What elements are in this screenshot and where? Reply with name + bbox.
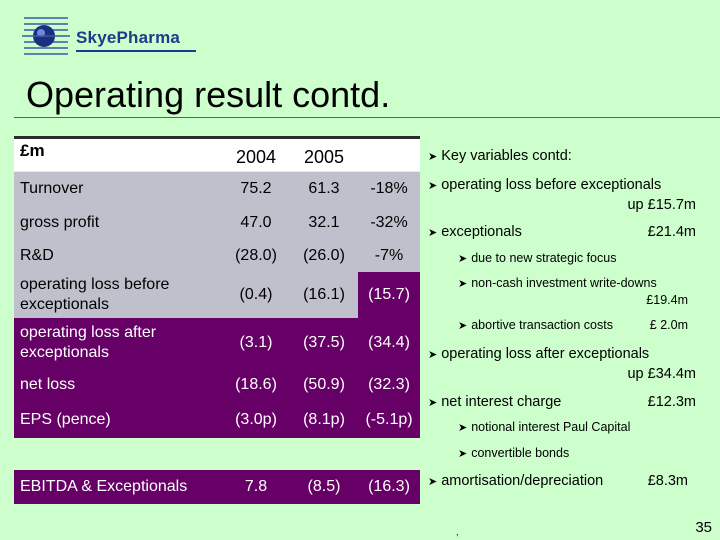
row-2004: 75.2 xyxy=(240,179,272,197)
row-change: (34.4) xyxy=(368,334,410,351)
row-change: (-5.1p) xyxy=(365,411,413,428)
note-amort-amount: £8.3m xyxy=(647,473,688,489)
arrow-bullet-icon: ➤ xyxy=(428,151,438,163)
row-2005: (50.9) xyxy=(303,376,345,393)
row-change: -18% xyxy=(358,179,420,198)
skyepharma-logo: SkyePharma xyxy=(20,12,196,62)
row-2004: (3.1) xyxy=(239,334,273,351)
table-row: Turnover 75.2 61.3 -18% xyxy=(14,172,420,205)
table-row: net loss (18.6) (50.9) (32.3) xyxy=(14,368,420,402)
row-2005: (8.5) xyxy=(307,478,341,495)
note-writedowns-amount: £19.4m xyxy=(646,293,688,307)
header-2005: 2005 xyxy=(303,146,345,167)
note-op-before: ➤ operating loss before exceptionals xyxy=(428,177,662,193)
note-op-after-amount: up £34.4m xyxy=(627,366,696,382)
row-2005: (8.1p) xyxy=(303,411,345,428)
row-2004: (3.0p) xyxy=(235,411,277,428)
row-label: gross profit xyxy=(20,213,100,231)
row-2004: (0.4) xyxy=(239,286,273,303)
note-convertible: ➤ convertible bonds xyxy=(458,446,570,460)
row-2005: (16.1) xyxy=(303,286,345,303)
row-2005: 32.1 xyxy=(308,213,340,231)
row-label: R&D xyxy=(20,247,54,264)
note-op-after: ➤ operating loss after exceptionals xyxy=(428,346,650,362)
row-2005: 61.3 xyxy=(308,179,340,197)
slide-title: Operating result contd. xyxy=(26,74,391,115)
row-2005: (26.0) xyxy=(303,247,345,264)
note-strategic: ➤ due to new strategic focus xyxy=(458,251,617,265)
note-writedowns: ➤ non-cash investment write-downs xyxy=(458,276,657,290)
row-change: (32.3) xyxy=(368,376,410,393)
arrow-bullet-icon: ➤ xyxy=(458,320,468,332)
table-row: operating loss after exceptionals (3.1) … xyxy=(14,318,420,368)
row-2005: (37.5) xyxy=(303,334,345,351)
row-change: -32% xyxy=(358,213,420,232)
arrow-bullet-icon: ➤ xyxy=(428,476,438,488)
arrow-bullet-icon: ➤ xyxy=(458,278,468,290)
arrow-bullet-icon: ➤ xyxy=(428,180,438,192)
note-exceptionals: ➤ exceptionals xyxy=(428,224,522,240)
header-2004: 2004 xyxy=(235,146,277,167)
notes-heading: ➤ Key variables contd: xyxy=(428,148,572,164)
arrow-bullet-icon: ➤ xyxy=(458,253,468,265)
note-op-before-amount: up £15.7m xyxy=(627,197,696,213)
note-amort: ➤ amortisation/depreciation xyxy=(428,473,604,489)
row-2004: 47.0 xyxy=(240,213,272,231)
note-abortive-amount: £ 2.0m xyxy=(649,318,688,332)
page-number: 35 xyxy=(695,519,712,536)
row-label: EBITDA & Exceptionals xyxy=(20,478,188,495)
note-interest: ➤ net interest charge xyxy=(428,394,562,410)
note-exceptionals-amount: £21.4m xyxy=(647,224,696,240)
row-2004: (18.6) xyxy=(235,376,277,393)
note-interest-amount: £12.3m xyxy=(647,394,696,410)
arrow-bullet-icon: ➤ xyxy=(428,349,438,361)
row-label: operating loss after exceptionals xyxy=(20,324,157,361)
row-label: EPS (pence) xyxy=(20,411,111,428)
table-header: £m 2004 2005 xyxy=(14,136,420,171)
table-row: operating loss before exceptionals (0.4)… xyxy=(14,272,420,318)
table-row: R&D (28.0) (26.0) -7% xyxy=(14,240,420,272)
row-change: (16.3) xyxy=(368,478,410,495)
arrow-bullet-icon: ➤ xyxy=(458,422,468,434)
row-label: operating loss before exceptionals xyxy=(20,276,170,313)
row-change: (15.7) xyxy=(358,272,420,318)
brand-name: SkyePharma xyxy=(76,28,181,47)
row-change: -7% xyxy=(358,247,420,265)
note-abortive: ➤ abortive transaction costs xyxy=(458,318,613,332)
table-row: gross profit 47.0 32.1 -32% xyxy=(14,205,420,240)
row-2004: (28.0) xyxy=(235,247,277,264)
row-label: Turnover xyxy=(20,179,84,197)
title-divider xyxy=(14,117,720,118)
footnote-mark: , xyxy=(456,527,459,537)
note-notional: ➤ notional interest Paul Capital xyxy=(458,420,631,434)
arrow-bullet-icon: ➤ xyxy=(428,397,438,409)
arrow-bullet-icon: ➤ xyxy=(428,227,438,239)
row-2004: 7.8 xyxy=(244,478,268,495)
ebitda-row: EBITDA & Exceptionals 7.8 (8.5) (16.3) xyxy=(14,470,420,504)
globe-logo-icon xyxy=(22,17,70,55)
arrow-bullet-icon: ➤ xyxy=(458,448,468,460)
row-label: net loss xyxy=(20,376,76,393)
brand-underline xyxy=(76,50,196,52)
header-unit: £m xyxy=(20,141,45,160)
table-row: EPS (pence) (3.0p) (8.1p) (-5.1p) xyxy=(14,402,420,438)
